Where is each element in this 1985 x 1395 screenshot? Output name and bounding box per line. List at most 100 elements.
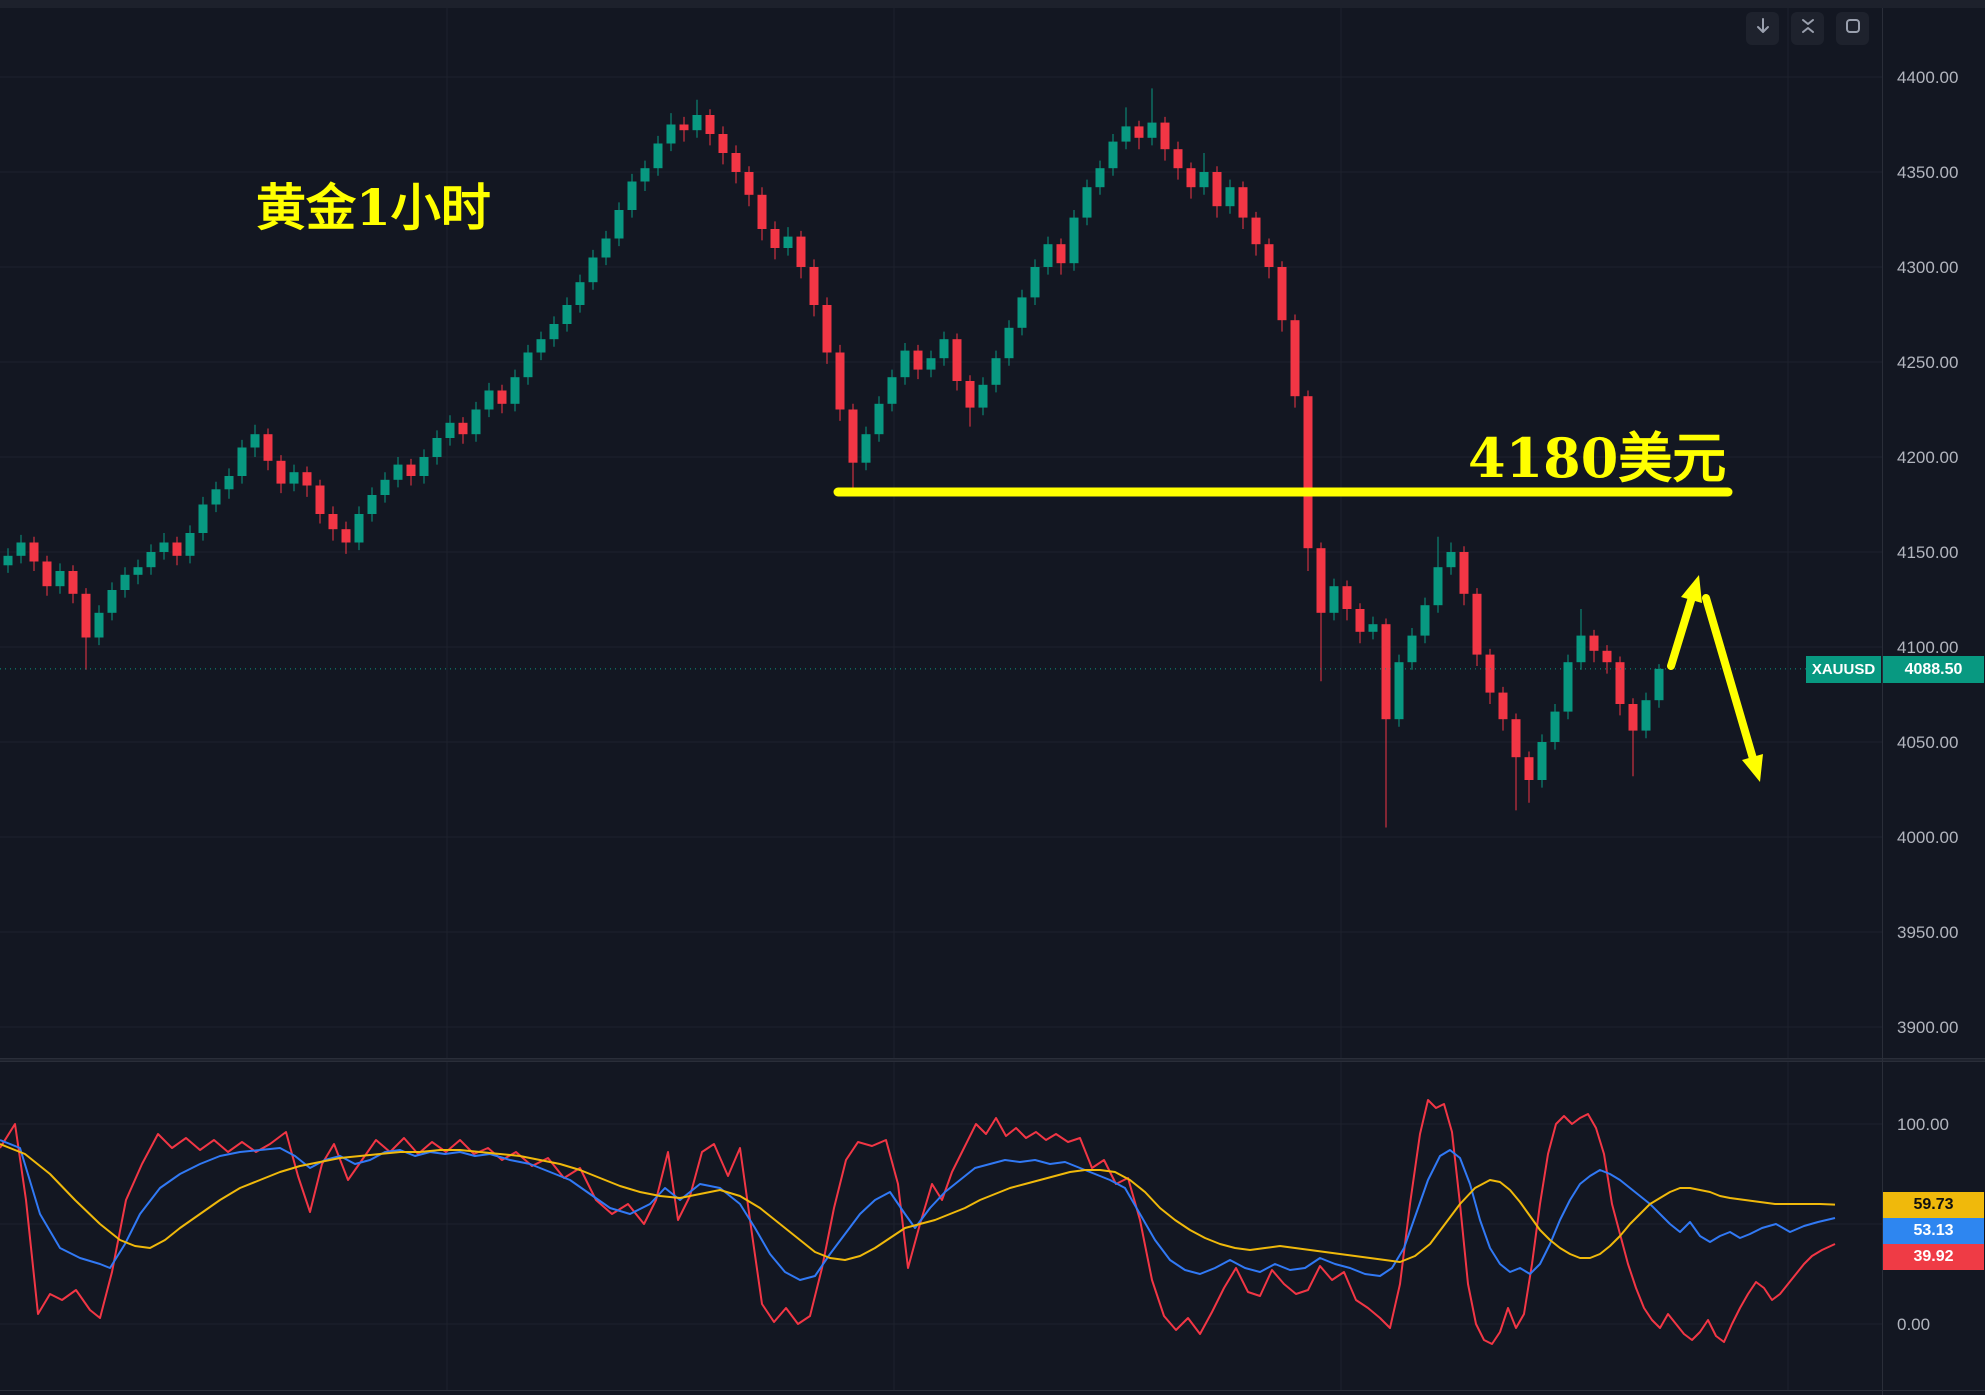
candle-body bbox=[575, 282, 585, 305]
candle-body bbox=[1069, 217, 1079, 264]
candle-body bbox=[692, 115, 702, 131]
candle-body bbox=[120, 574, 130, 590]
candle-body bbox=[1017, 297, 1027, 328]
oscillator-value-tag-fast: 39.92 bbox=[1883, 1244, 1984, 1270]
candle-body bbox=[133, 567, 143, 575]
candle-body bbox=[1381, 624, 1391, 720]
candle-body bbox=[926, 358, 936, 370]
chart-toolbar bbox=[1746, 12, 1869, 45]
candle-body bbox=[107, 590, 117, 613]
candle-body bbox=[718, 134, 728, 153]
candle-body bbox=[1628, 704, 1638, 731]
candle-body bbox=[653, 143, 663, 169]
candle-body bbox=[1030, 267, 1040, 298]
candle-body bbox=[1602, 650, 1612, 663]
candle-body bbox=[913, 350, 923, 370]
candle-body bbox=[159, 542, 169, 552]
candle-body bbox=[627, 181, 637, 210]
candle-body bbox=[458, 422, 468, 435]
candle-body bbox=[1264, 244, 1274, 267]
panel-separator[interactable] bbox=[0, 1058, 1985, 1062]
symbol-tag: XAUUSD bbox=[1806, 656, 1881, 683]
candle-body bbox=[1511, 719, 1521, 758]
oscillator-tick-label: 0.00 bbox=[1897, 1315, 1931, 1334]
candle-body bbox=[1537, 742, 1547, 780]
top-toolbar-strip bbox=[0, 0, 1985, 8]
candle-body bbox=[1225, 187, 1235, 207]
candle-body bbox=[835, 352, 845, 410]
candle-body bbox=[1576, 635, 1586, 663]
price-tick-label: 4200.00 bbox=[1897, 448, 1959, 467]
candle-body bbox=[263, 434, 273, 461]
candle-body bbox=[1173, 149, 1183, 169]
candle-body bbox=[1589, 635, 1599, 651]
maximize-pane-button[interactable] bbox=[1791, 12, 1824, 45]
oscillator-line-mid bbox=[0, 1139, 1836, 1281]
candle-body bbox=[1043, 244, 1053, 267]
candle-body bbox=[367, 495, 377, 514]
candle-body bbox=[3, 555, 13, 566]
candle-body bbox=[588, 257, 598, 283]
price-tick-label: 4300.00 bbox=[1897, 258, 1959, 277]
candle-body bbox=[1316, 548, 1326, 613]
candle-body bbox=[432, 438, 442, 457]
candle-body bbox=[1446, 552, 1456, 568]
price-tick-label: 4250.00 bbox=[1897, 353, 1959, 372]
candle-body bbox=[1472, 593, 1482, 655]
candle-body bbox=[1485, 654, 1495, 693]
annotation-gold-1h-title[interactable]: 黄金1小时 bbox=[256, 178, 491, 237]
candle-body bbox=[757, 194, 767, 229]
oscillator-line-fast bbox=[0, 1099, 1836, 1345]
candle-body bbox=[887, 377, 897, 404]
candle-body bbox=[1095, 168, 1105, 188]
candle-body bbox=[354, 514, 364, 543]
candle-body bbox=[848, 409, 858, 463]
candle-body bbox=[445, 422, 455, 438]
candle-body bbox=[302, 472, 312, 486]
candle-body bbox=[211, 489, 221, 505]
candle-body bbox=[1121, 126, 1131, 142]
candle-body bbox=[237, 447, 247, 476]
candle-body bbox=[406, 464, 416, 476]
oscillator-value-tag-slow: 59.73 bbox=[1883, 1192, 1984, 1218]
candle-body bbox=[640, 168, 650, 182]
candle-body bbox=[1134, 126, 1144, 138]
panel-bottom-border bbox=[0, 1390, 1985, 1391]
price-tick-label: 3900.00 bbox=[1897, 1018, 1959, 1037]
fullscreen-button[interactable] bbox=[1836, 12, 1869, 45]
annotation-4180-label[interactable]: 4180美元 bbox=[1468, 426, 1727, 490]
candle-body bbox=[1082, 187, 1092, 218]
scroll-to-recent-bar-button[interactable] bbox=[1746, 12, 1779, 45]
candle-body bbox=[1498, 692, 1508, 720]
candle-body bbox=[1199, 172, 1209, 188]
candle-body bbox=[796, 236, 806, 267]
candle-body bbox=[1459, 552, 1469, 594]
candle-body bbox=[1212, 172, 1222, 207]
candle-body bbox=[315, 485, 325, 514]
price-tick-label: 4100.00 bbox=[1897, 638, 1959, 657]
arrow-down-head[interactable] bbox=[1742, 754, 1763, 782]
candle-body bbox=[1290, 320, 1300, 397]
candle-body bbox=[81, 593, 91, 638]
candle-body bbox=[1160, 122, 1170, 150]
arrow-up-shaft[interactable] bbox=[1667, 590, 1697, 670]
arrow-down-shaft[interactable] bbox=[1702, 594, 1758, 766]
candle-body bbox=[1303, 396, 1313, 549]
candle-body bbox=[1420, 605, 1430, 636]
candle-body bbox=[731, 153, 741, 172]
candle-body bbox=[224, 476, 234, 490]
candle-body bbox=[94, 612, 104, 638]
candle-body bbox=[536, 339, 546, 353]
price-axis[interactable]: 4400.00 4350.00 4300.00 4250.00 4200.00 4150.… bbox=[1882, 8, 1985, 1395]
candle-body bbox=[549, 324, 559, 340]
candle-body bbox=[1368, 624, 1378, 632]
candle-body bbox=[666, 124, 676, 144]
arrow-up-head[interactable] bbox=[1681, 575, 1702, 603]
candle-body bbox=[1550, 711, 1560, 742]
price-tick-label: 3950.00 bbox=[1897, 923, 1959, 942]
candle-body bbox=[1524, 757, 1534, 780]
candle-body bbox=[1056, 244, 1066, 264]
price-tick-label: 4000.00 bbox=[1897, 828, 1959, 847]
